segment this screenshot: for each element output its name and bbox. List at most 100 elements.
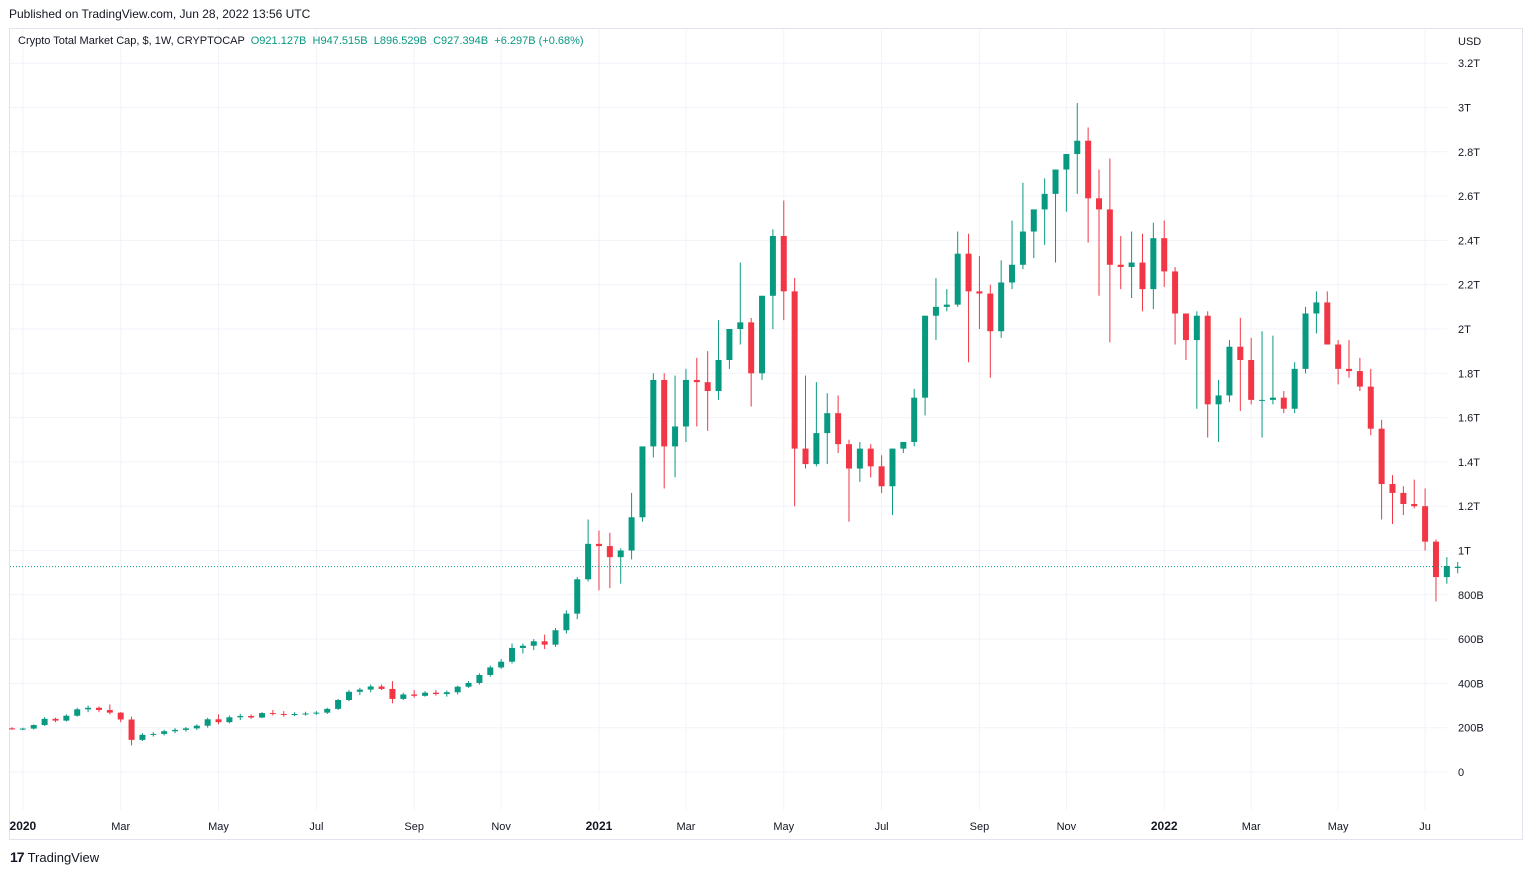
candle xyxy=(1150,222,1157,310)
candle xyxy=(1041,178,1048,245)
candle xyxy=(672,375,679,478)
candle xyxy=(259,712,266,719)
candle xyxy=(52,717,59,723)
candle xyxy=(1454,562,1461,574)
candle-body xyxy=(41,718,48,726)
candle xyxy=(856,441,863,482)
candle-body xyxy=(693,379,700,383)
candle-body xyxy=(748,322,755,374)
candle-body xyxy=(900,441,907,449)
candle-body xyxy=(476,674,483,683)
candle xyxy=(432,690,439,696)
x-tick-label: Mar xyxy=(676,821,695,833)
candle-body xyxy=(617,550,624,558)
candle-body xyxy=(443,692,450,695)
candle xyxy=(443,690,450,697)
candle-body xyxy=(63,715,70,721)
candle xyxy=(411,690,418,698)
y-tick-label: 2.2T xyxy=(1458,280,1480,292)
legend-close-label: C xyxy=(433,35,442,47)
candle xyxy=(1248,337,1255,405)
candle-body xyxy=(52,718,59,721)
candle-body xyxy=(106,709,113,713)
candles-layer xyxy=(9,103,1461,746)
candle xyxy=(193,724,200,730)
candle xyxy=(1432,539,1439,602)
candle-body xyxy=(1335,344,1342,369)
x-tick-label: May xyxy=(1328,821,1349,833)
footer-brand[interactable]: 17 TradingView xyxy=(10,849,99,865)
candle xyxy=(932,278,939,341)
candle xyxy=(422,691,429,697)
x-tick-label: Sep xyxy=(404,821,424,833)
x-tick-label: Nov xyxy=(1057,821,1077,833)
candle-body xyxy=(454,686,461,693)
candle-body xyxy=(1346,368,1353,372)
candle xyxy=(1443,557,1450,584)
candle-body xyxy=(1422,506,1429,542)
y-tick-label: 2.6T xyxy=(1458,191,1480,203)
candle xyxy=(628,492,635,560)
candle xyxy=(1269,335,1276,405)
candle-body xyxy=(682,379,689,427)
candle xyxy=(1117,235,1124,290)
candle xyxy=(878,455,885,493)
candle xyxy=(737,262,744,345)
candle xyxy=(911,388,918,447)
candle-body xyxy=(378,686,385,689)
candle xyxy=(378,684,385,691)
candle xyxy=(215,714,222,725)
candle-body xyxy=(780,235,787,292)
candle xyxy=(248,714,255,719)
candle xyxy=(1324,291,1331,345)
candle-body xyxy=(704,382,711,392)
y-tick-label: 1.6T xyxy=(1458,413,1480,425)
candle xyxy=(1161,220,1168,287)
candle-body xyxy=(987,293,994,332)
candle xyxy=(204,717,211,728)
candle xyxy=(639,446,646,522)
candle xyxy=(487,665,494,677)
candle xyxy=(1313,291,1320,334)
candle-body xyxy=(1226,346,1233,396)
candle xyxy=(769,229,776,329)
candle-body xyxy=(802,448,809,465)
candle-body xyxy=(661,379,668,447)
candle xyxy=(324,707,331,714)
candle xyxy=(704,351,711,431)
candle xyxy=(498,659,505,670)
candle-body xyxy=(1291,368,1298,409)
candle xyxy=(9,727,15,730)
candle xyxy=(63,714,70,722)
candle-body xyxy=(313,712,320,714)
candle-body xyxy=(541,641,548,645)
legend-low: 896.529B xyxy=(379,35,427,47)
candle xyxy=(617,548,624,584)
candle xyxy=(509,643,516,664)
chart-grid xyxy=(10,30,1447,810)
candle-body xyxy=(182,728,189,730)
candle xyxy=(943,289,950,312)
candle-body xyxy=(1313,302,1320,314)
x-tick-label: Mar xyxy=(1242,821,1261,833)
candle xyxy=(95,706,102,713)
candle-body xyxy=(1009,264,1016,283)
x-tick-label: 2022 xyxy=(1151,819,1178,833)
candle xyxy=(530,639,537,651)
candle-body xyxy=(74,709,81,716)
candle-body xyxy=(498,661,505,668)
candle xyxy=(824,393,831,465)
x-tick-label: Jul xyxy=(309,821,323,833)
candle xyxy=(139,733,146,741)
y-tick-label: 1.4T xyxy=(1458,457,1480,469)
candle-body xyxy=(1019,231,1026,265)
candle xyxy=(748,317,755,407)
candle-body xyxy=(563,613,570,631)
candle-body xyxy=(878,466,885,487)
tradingview-wordmark: TradingView xyxy=(27,849,100,865)
candle-body xyxy=(237,715,244,718)
candle xyxy=(291,712,298,717)
candle xyxy=(313,711,320,715)
candle xyxy=(19,727,26,731)
